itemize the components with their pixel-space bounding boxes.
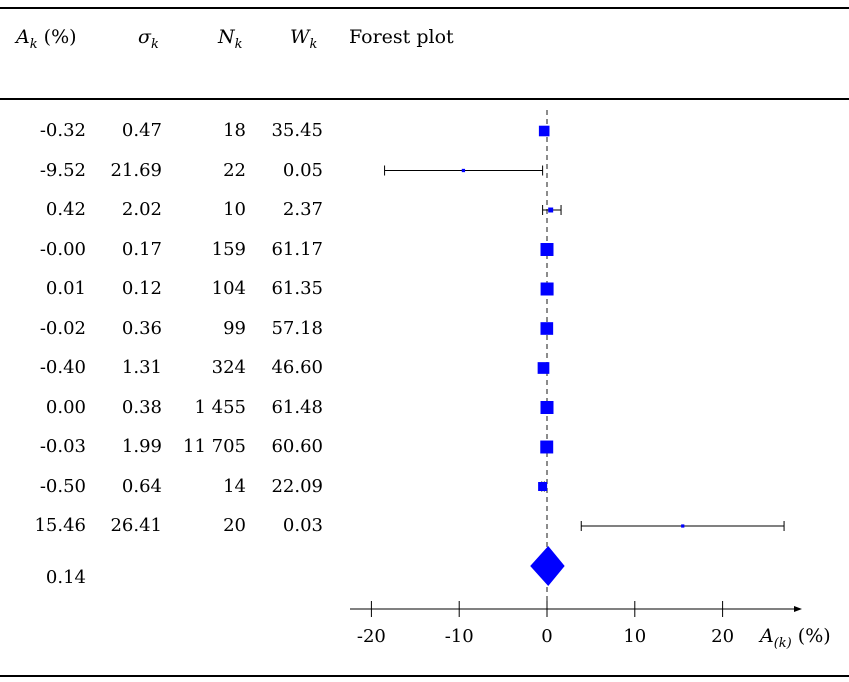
cell-sigma: 2.02 <box>121 199 162 220</box>
cell-sigma: 0.36 <box>121 317 162 339</box>
x-tick-label: -20 <box>357 626 386 647</box>
x-axis-arrow <box>794 606 802 612</box>
pooled-a: 0.14 <box>45 567 86 588</box>
cell-w: 46.60 <box>271 357 323 378</box>
cell-n: 14 <box>223 475 246 497</box>
header-sigma: σk <box>138 26 159 52</box>
cell-sigma: 0.64 <box>121 475 162 497</box>
study-marker <box>548 207 554 213</box>
cell-sigma: 1.31 <box>121 357 162 378</box>
study-marker <box>540 401 554 414</box>
study-marker <box>537 362 550 374</box>
cell-a: -0.02 <box>39 317 86 339</box>
cell-sigma: 0.12 <box>121 278 162 299</box>
cell-a: -9.52 <box>39 159 86 181</box>
cell-n: 1 455 <box>194 396 246 418</box>
cell-w: 60.60 <box>271 436 323 457</box>
cell-sigma: 26.41 <box>110 515 162 536</box>
study-marker <box>538 482 548 491</box>
cell-a: 0.01 <box>45 278 86 299</box>
x-tick-label: 20 <box>711 626 734 647</box>
cell-w: 61.17 <box>271 238 323 260</box>
study-marker <box>540 322 554 335</box>
study-marker <box>681 524 685 528</box>
x-tick-label: -10 <box>445 626 474 647</box>
bottom-rule <box>0 675 849 677</box>
header-w: Wk <box>290 26 318 52</box>
study-marker <box>540 243 554 256</box>
cell-sigma: 0.47 <box>121 120 162 141</box>
cell-w: 35.45 <box>271 120 323 141</box>
study-marker <box>538 125 550 137</box>
cell-a: -0.03 <box>39 436 86 457</box>
cell-a: 0.42 <box>45 199 86 220</box>
cell-n: 159 <box>211 238 246 260</box>
cell-a: -0.40 <box>39 357 86 378</box>
cell-w: 61.48 <box>271 396 323 418</box>
cell-sigma: 0.38 <box>121 396 162 418</box>
cell-a: -0.00 <box>39 238 86 260</box>
cell-sigma: 1.99 <box>121 436 162 457</box>
cell-a: 15.46 <box>34 515 86 536</box>
header-a: Ak (%) <box>16 26 77 52</box>
cell-w: 22.09 <box>271 475 323 497</box>
cell-a: -0.50 <box>39 475 86 497</box>
top-rule <box>0 7 849 9</box>
header-n: Nk <box>218 26 243 52</box>
cell-a: 0.00 <box>45 396 86 418</box>
cell-n: 99 <box>223 317 246 339</box>
cell-n: 11 705 <box>183 436 246 457</box>
header-forest-plot: Forest plot <box>349 26 454 48</box>
cell-n: 18 <box>223 120 246 141</box>
pooled-diamond <box>530 546 565 586</box>
cell-n: 22 <box>223 159 246 181</box>
cell-n: 324 <box>211 357 246 378</box>
study-marker <box>540 282 554 296</box>
cell-a: -0.32 <box>39 120 86 141</box>
cell-w: 57.18 <box>271 317 323 339</box>
cell-n: 10 <box>223 199 246 220</box>
study-marker <box>540 440 554 454</box>
study-marker <box>461 168 466 173</box>
cell-sigma: 21.69 <box>110 159 162 181</box>
header-rule <box>0 98 849 100</box>
cell-n: 104 <box>211 278 246 299</box>
cell-w: 2.37 <box>282 199 323 220</box>
cell-n: 20 <box>223 515 246 536</box>
x-tick-label: 0 <box>541 626 552 647</box>
cell-w: 61.35 <box>271 278 323 299</box>
cell-sigma: 0.17 <box>121 238 162 260</box>
cell-w: 0.03 <box>282 515 323 536</box>
x-axis-label: A(k) (%) <box>760 625 831 651</box>
x-tick-label: 10 <box>623 626 646 647</box>
cell-w: 0.05 <box>282 159 323 181</box>
